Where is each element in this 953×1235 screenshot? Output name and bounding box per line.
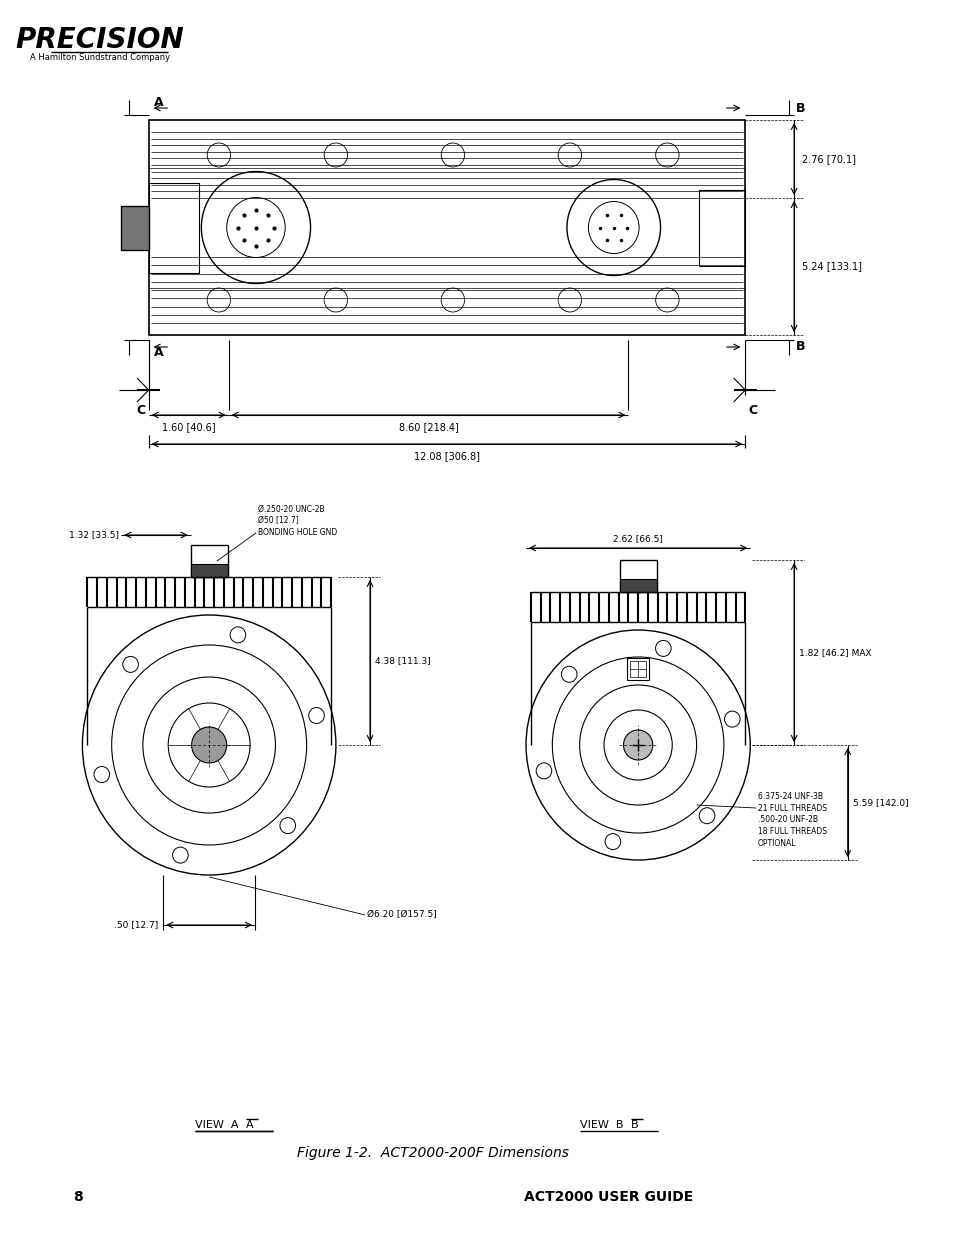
Text: 4.38 [111.3]: 4.38 [111.3] [375,657,430,666]
Bar [627,658,648,680]
Text: 1.32 [33.5]: 1.32 [33.5] [70,531,119,540]
Circle shape [192,727,227,763]
Text: VIEW  A: VIEW A [194,1120,238,1130]
Text: B: B [795,101,804,115]
Bar [618,559,656,592]
Text: 6.375-24 UNF-3B
21 FULL THREADS
.500-20 UNF-2B
18 FULL THREADS
OPTIONAL: 6.375-24 UNF-3B 21 FULL THREADS .500-20 … [758,792,826,848]
Text: Ø.250-20 UNC-2B
Ø50 [12.7]
BONDING HOLE GND: Ø.250-20 UNC-2B Ø50 [12.7] BONDING HOLE … [257,504,336,537]
Text: 5.59 [142.0]: 5.59 [142.0] [852,798,907,806]
Bar [191,564,228,577]
Text: A: A [246,1120,253,1130]
Text: C: C [136,404,145,416]
Text: Ø6.20 [Ø157.5]: Ø6.20 [Ø157.5] [367,910,436,920]
Text: A: A [153,95,163,109]
Text: B: B [631,1120,639,1130]
Text: 12.08 [306.8]: 12.08 [306.8] [414,451,479,461]
Text: PRECISION: PRECISION [15,26,184,54]
Bar [191,545,228,577]
Bar [630,661,645,677]
Bar [618,579,656,592]
Text: VIEW  B: VIEW B [579,1120,622,1130]
Text: Figure 1-2.  ACT2000-200F Dimensions: Figure 1-2. ACT2000-200F Dimensions [297,1146,569,1160]
Text: .50 [12.7]: .50 [12.7] [114,920,158,930]
Text: 5.24 [133.1]: 5.24 [133.1] [801,262,861,272]
Text: ACT2000 USER GUIDE: ACT2000 USER GUIDE [524,1191,693,1204]
Bar [698,189,744,266]
Text: 2.62 [66.5]: 2.62 [66.5] [613,534,662,543]
Bar [121,205,149,249]
Text: A: A [153,347,163,359]
Text: 1.82 [46.2] MAX: 1.82 [46.2] MAX [799,648,871,657]
Text: 2.76 [70.1]: 2.76 [70.1] [801,154,855,164]
Text: 1.60 [40.6]: 1.60 [40.6] [162,422,215,432]
Circle shape [623,730,652,760]
Bar [149,120,744,335]
Text: C: C [748,404,757,416]
Text: A Hamilton Sundstrand Company: A Hamilton Sundstrand Company [30,53,170,63]
Text: B: B [795,341,804,353]
Text: 8: 8 [72,1191,82,1204]
Text: 8.60 [218.4]: 8.60 [218.4] [398,422,458,432]
Bar [149,183,199,273]
